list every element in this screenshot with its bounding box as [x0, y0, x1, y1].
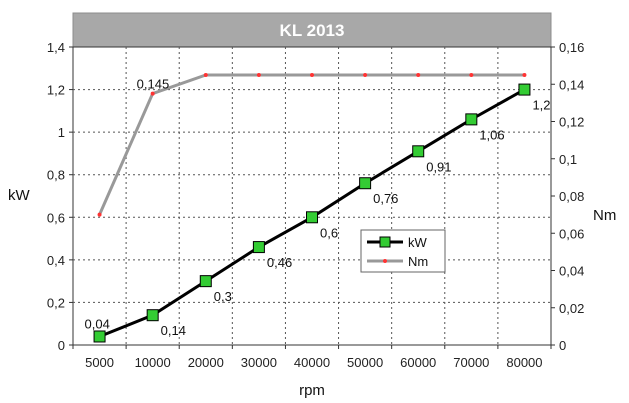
left-tick-label: 0,6 [47, 210, 65, 225]
right-tick-label: 0,1 [559, 152, 577, 167]
point-nm [469, 72, 474, 77]
x-tick-label: 50000 [347, 355, 383, 370]
point-nm [97, 212, 102, 217]
x-axis-ticks: 5000 10000 20000 30000 40000 50000 60000 70000 8… [72, 345, 552, 370]
point-kw [306, 211, 318, 224]
point-nm [416, 72, 421, 77]
data-label-kw: 0,04 [85, 316, 110, 331]
point-kw [412, 145, 425, 158]
legend-kw-marker [379, 236, 391, 248]
left-axis-title: kW [8, 187, 31, 204]
legend-kw-label: kW [408, 235, 428, 250]
x-tick-label: 70000 [453, 355, 489, 370]
right-tick-label: 0,06 [559, 226, 584, 241]
left-tick-label: 0,4 [47, 253, 65, 268]
data-label-kw: 0,76 [373, 191, 398, 206]
data-label-kw: 1,06 [479, 127, 504, 142]
right-axis-title: Nm [593, 207, 616, 224]
point-kw [93, 330, 106, 343]
chart-title-banner: KL 2013 [72, 12, 552, 48]
right-axis-ticks: 0 0,02 0,04 0,06 0,08 0,1 0,12 0,14 0,16 [551, 40, 584, 353]
series-nm [97, 72, 527, 217]
point-kw [252, 241, 265, 254]
point-nm [522, 72, 527, 77]
point-nm [363, 72, 368, 77]
x-tick-label: 20000 [188, 355, 224, 370]
legend: kW Nm [360, 229, 446, 273]
left-tick-label: 0,2 [47, 295, 65, 310]
point-nm [150, 91, 155, 96]
chart-title: KL 2013 [280, 21, 345, 40]
left-tick-label: 0,8 [47, 168, 65, 183]
point-kw [359, 177, 372, 190]
legend-nm-marker [383, 259, 387, 263]
series-kw [93, 83, 531, 343]
point-nm [256, 72, 261, 77]
left-tick-label: 0 [58, 338, 65, 353]
data-labels: 0,04 0,14 0,3 0,46 0,6 0,76 0,91 1,06 1,2 0,145 [85, 77, 551, 339]
right-tick-label: 0,02 [559, 301, 584, 316]
point-kw [518, 83, 531, 96]
right-tick-label: 0 [559, 338, 566, 353]
x-axis-title: rpm [299, 382, 325, 399]
data-label-kw: 1,2 [532, 98, 550, 113]
data-label-kw: 0,14 [161, 323, 186, 338]
left-tick-label: 1 [58, 125, 65, 140]
point-nm [310, 72, 314, 77]
plot-area [72, 46, 552, 346]
right-tick-label: 0,08 [559, 189, 584, 204]
legend-nm-label: Nm [408, 254, 428, 269]
data-label-kw: 0,91 [426, 159, 451, 174]
right-tick-label: 0,04 [559, 264, 584, 279]
x-tick-label: 10000 [135, 355, 171, 370]
data-label-kw: 0,6 [320, 225, 338, 240]
point-kw [199, 275, 212, 288]
legend-box [360, 229, 446, 273]
x-tick-label: 40000 [294, 355, 330, 370]
x-tick-label: 80000 [506, 355, 542, 370]
data-label-nm: 0,145 [137, 77, 170, 92]
right-tick-label: 0,14 [559, 77, 584, 92]
left-tick-label: 1,4 [47, 40, 65, 55]
data-label-kw: 0,46 [267, 255, 292, 270]
x-tick-label: 60000 [400, 355, 436, 370]
left-tick-label: 1,2 [47, 83, 65, 98]
right-tick-label: 0,16 [559, 40, 584, 55]
left-axis-ticks: 0 0,2 0,4 0,6 0,8 1 1,2 1,4 [47, 40, 73, 353]
right-tick-label: 0,12 [559, 115, 584, 130]
x-tick-label: 5000 [85, 355, 114, 370]
data-label-kw: 0,3 [214, 289, 232, 304]
point-kw [465, 113, 478, 126]
point-nm [203, 72, 208, 77]
point-kw [146, 309, 159, 322]
x-tick-label: 30000 [241, 355, 277, 370]
